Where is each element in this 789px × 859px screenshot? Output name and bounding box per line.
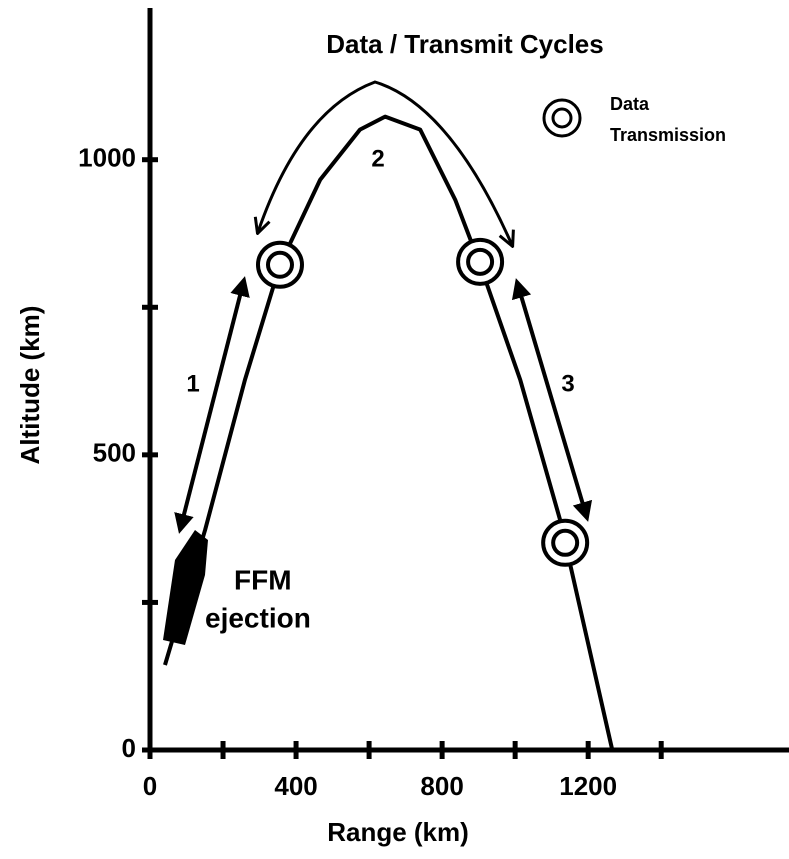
legend-label: Data [610, 94, 650, 114]
annotation: 2 [371, 145, 384, 172]
legend-marker [551, 107, 573, 129]
annotation: FFM [234, 564, 292, 595]
x-tick-label: 400 [274, 771, 317, 801]
x-tick-label: 1200 [559, 771, 617, 801]
chart-title: Data / Transmit Cycles [326, 29, 603, 59]
annotation: ejection [205, 602, 311, 633]
x-axis-label: Range (km) [327, 817, 469, 847]
arrow [174, 276, 250, 534]
transmission-ring [466, 247, 495, 276]
legend-label: Transmission [610, 125, 726, 145]
annotation: 1 [186, 370, 199, 397]
trajectory-line [163, 114, 615, 751]
transmission-ring [456, 237, 505, 286]
annotation: 3 [561, 370, 574, 397]
y-tick-label: 500 [93, 438, 136, 468]
x-tick-label: 800 [420, 771, 463, 801]
transmission-ring [541, 518, 590, 567]
y-axis-label: Altitude (km) [15, 306, 45, 465]
transmission-ring [255, 240, 304, 289]
transmission-ring [265, 250, 294, 279]
legend-marker [542, 98, 582, 138]
y-tick-label: 0 [122, 733, 136, 763]
x-tick-label: 0 [143, 771, 157, 801]
y-tick-label: 1000 [78, 143, 136, 173]
arrow [511, 278, 593, 522]
transmission-ring [551, 528, 580, 557]
arc-arrow [258, 80, 512, 245]
